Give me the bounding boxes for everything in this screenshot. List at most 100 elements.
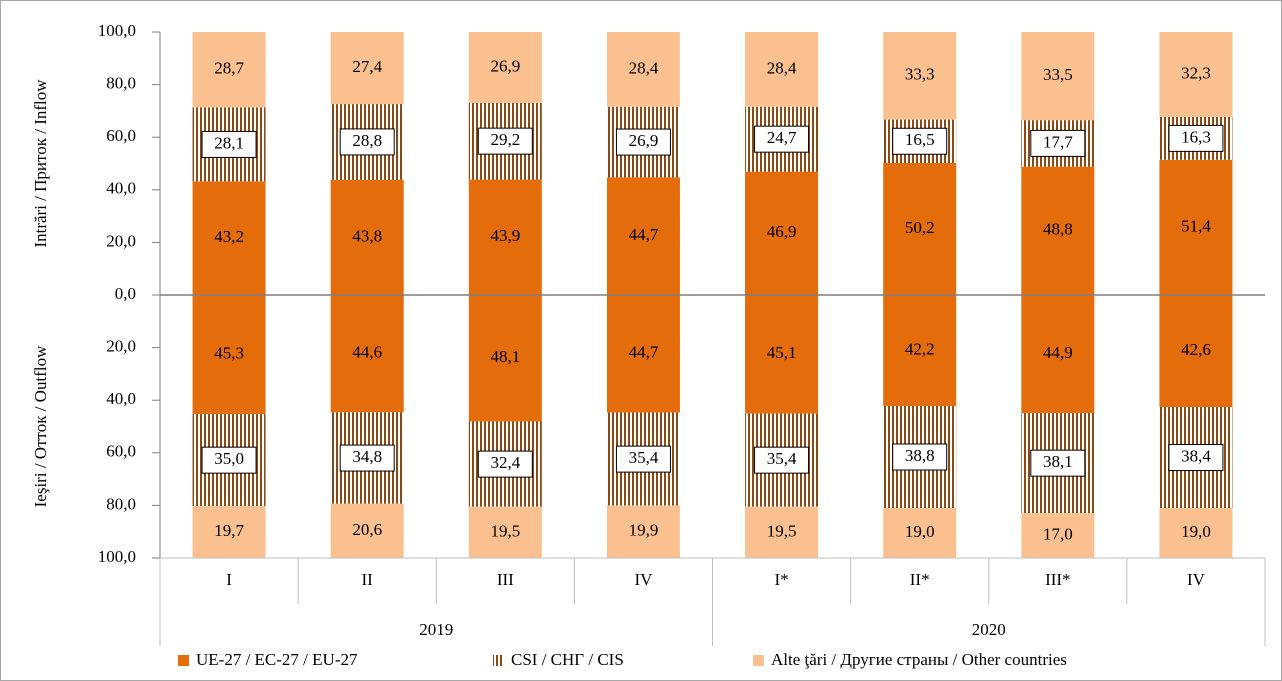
value-label: 28,8: [352, 131, 382, 150]
bar-segment: [330, 32, 404, 105]
legend-label: Alte ţări / Другие страны / Other countr…: [771, 650, 1067, 669]
y-tick-label: 80,0: [106, 74, 136, 93]
value-label: 26,9: [629, 131, 659, 150]
value-label: 19,7: [214, 521, 244, 540]
label-box: [477, 127, 533, 155]
value-label: 38,1: [1043, 452, 1073, 471]
bar-segment: [1021, 295, 1095, 414]
value-label: 32,4: [490, 453, 520, 472]
value-label: 19,0: [1181, 522, 1211, 541]
x-tick-label: III: [497, 570, 514, 589]
bar-segment: [192, 32, 266, 108]
value-label: 19,5: [490, 521, 520, 540]
y-tick-label: 100,0: [98, 21, 136, 40]
bar-segment: [192, 181, 266, 295]
value-label: 46,9: [767, 222, 797, 241]
value-label: 38,4: [1181, 446, 1211, 465]
value-label: 38,8: [905, 446, 935, 465]
label-box: [201, 446, 257, 474]
value-label: 28,1: [214, 133, 244, 152]
value-label: 34,8: [352, 447, 382, 466]
value-label: 24,7: [767, 128, 797, 147]
bar-segment: [468, 179, 542, 295]
value-label: 16,3: [1181, 127, 1211, 146]
bar-segment: [1021, 32, 1095, 121]
value-label: 33,5: [1043, 65, 1073, 84]
bar-segment: [883, 295, 957, 406]
label-box: [615, 445, 671, 473]
x-tick-label: IV: [634, 570, 653, 589]
bar-segment: [606, 295, 680, 413]
bar-segment: [1159, 32, 1233, 117]
label-box: [339, 128, 395, 156]
label-box: [201, 130, 257, 158]
value-label: 28,7: [214, 59, 244, 78]
value-label: 51,4: [1181, 216, 1211, 235]
y-tick-label: 40,0: [106, 389, 136, 408]
value-label: 44,7: [629, 225, 659, 244]
value-label: 43,2: [214, 227, 244, 246]
bar-segment: [1159, 295, 1233, 408]
legend-label: UE-27 / ЕС-27 / EU-27: [196, 650, 358, 669]
value-label: 48,1: [490, 347, 520, 366]
bar-segment: [745, 295, 819, 414]
value-label: 28,4: [629, 58, 659, 77]
y-tick-label: 100,0: [98, 547, 136, 566]
value-label: 32,3: [1181, 63, 1211, 82]
y-tick-label: 0,0: [115, 284, 136, 303]
value-label: 33,3: [905, 65, 935, 84]
value-label: 27,4: [352, 57, 382, 76]
value-label: 20,6: [352, 520, 382, 539]
value-label: 26,9: [490, 56, 520, 75]
label-box: [754, 446, 810, 474]
value-label: 35,4: [767, 449, 797, 468]
y-tick-label: 60,0: [106, 126, 136, 145]
label-box: [892, 127, 948, 155]
value-label: 35,0: [214, 449, 244, 468]
label-box: [754, 125, 810, 153]
legend-swatch: [753, 655, 764, 666]
value-label: 42,6: [1181, 340, 1211, 359]
legend-label: CSI / СНГ / CIS: [511, 650, 624, 669]
bar-segment: [330, 295, 404, 413]
x-tick-label: I: [226, 570, 232, 589]
y-tick-label: 20,0: [106, 337, 136, 356]
legend-swatch: [178, 655, 189, 666]
x-tick-label: II*: [910, 570, 930, 589]
value-label: 44,6: [352, 343, 382, 362]
bar-segment: [192, 506, 266, 558]
value-label: 44,9: [1043, 343, 1073, 362]
group-label: 2020: [972, 620, 1006, 639]
value-label: 29,2: [490, 130, 520, 149]
bar-segment: [883, 32, 957, 120]
value-label: 19,0: [905, 522, 935, 541]
value-label: 44,7: [629, 343, 659, 362]
value-label: 19,5: [767, 521, 797, 540]
label-box: [1030, 449, 1086, 477]
label-box: [615, 128, 671, 156]
label-box: [1168, 444, 1224, 472]
value-label: 19,9: [629, 521, 659, 540]
bar-segment: [745, 32, 819, 107]
bar-segment: [468, 32, 542, 103]
bar-segment: [745, 171, 819, 295]
bar-segment: [468, 506, 542, 558]
label-box: [1030, 129, 1086, 157]
bar-segment: [330, 503, 404, 558]
label-box: [1168, 124, 1224, 152]
bar-segment: [1159, 508, 1233, 558]
value-label: 45,3: [214, 343, 244, 362]
value-label: 17,0: [1043, 525, 1073, 544]
bar-segment: [745, 506, 819, 558]
x-tick-label: I*: [774, 570, 788, 589]
bar-segment: [330, 179, 404, 295]
bar-segment: [1021, 166, 1095, 295]
bar-segment: [606, 32, 680, 107]
bar-segment: [606, 177, 680, 295]
x-tick-label: IV: [1187, 570, 1206, 589]
bar-segment: [606, 505, 680, 558]
value-label: 16,5: [905, 130, 935, 149]
group-label: 2019: [419, 620, 453, 639]
value-label: 50,2: [905, 218, 935, 237]
